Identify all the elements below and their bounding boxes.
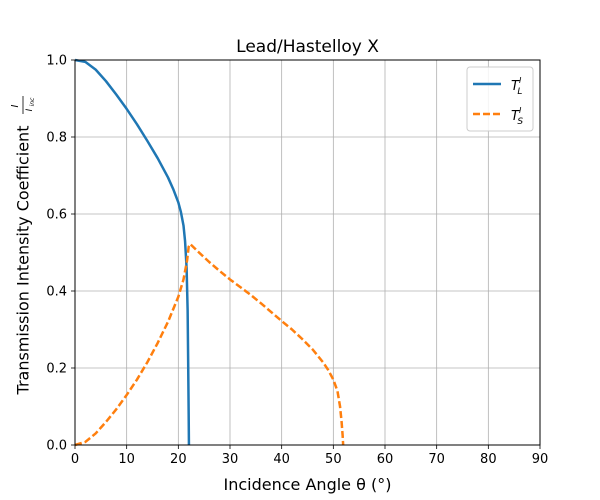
legend-label-tl: TI L: [511, 76, 522, 97]
legend-label-ts: TI S: [511, 106, 523, 127]
series-layer: [74, 58, 345, 447]
y-tick-label: 0.6: [46, 208, 67, 223]
y-tick-label: 0.0: [46, 439, 67, 454]
x-tick-label: 0: [71, 452, 79, 467]
x-tick-label: 50: [325, 452, 342, 467]
y-axis-label: Transmission Intensity Coefficient I I i…: [10, 96, 36, 395]
y-tick-label: 0.4: [46, 285, 67, 300]
series-line-l: [74, 58, 191, 446]
x-tick-label: 80: [480, 452, 497, 467]
x-tick-label: 40: [273, 452, 290, 467]
y-axis-label-frac-den-sub: inc: [29, 97, 36, 106]
x-tick-label: 10: [118, 452, 135, 467]
y-tick-label: 0.8: [46, 131, 67, 146]
x-tick-label: 30: [222, 452, 239, 467]
y-axis-label-frac-num: I: [10, 104, 21, 107]
y-tick-label: 0.2: [46, 362, 67, 377]
axis-ticks: 0 10 20 30 40 50 60 70 80 90 0.0 0.2 0.4 0.6 0.8 1.0: [46, 54, 548, 468]
x-axis-label: Incidence Angle θ (°): [224, 475, 392, 494]
x-tick-label: 20: [170, 452, 187, 467]
y-axis-label-main: Transmission Intensity Coefficient: [14, 126, 33, 396]
plot-frame: [74, 59, 541, 446]
chart-title: Lead/Hastelloy X: [236, 37, 379, 57]
x-tick-label: 70: [428, 452, 445, 467]
y-axis-label-frac-den: I: [25, 108, 35, 111]
series-line-s: [74, 242, 345, 447]
legend: TI L TI S: [466, 66, 534, 132]
legend-box: [466, 66, 534, 132]
x-tick-label: 60: [377, 452, 394, 467]
x-tick-label: 90: [532, 452, 549, 467]
y-tick-label: 1.0: [46, 54, 67, 69]
